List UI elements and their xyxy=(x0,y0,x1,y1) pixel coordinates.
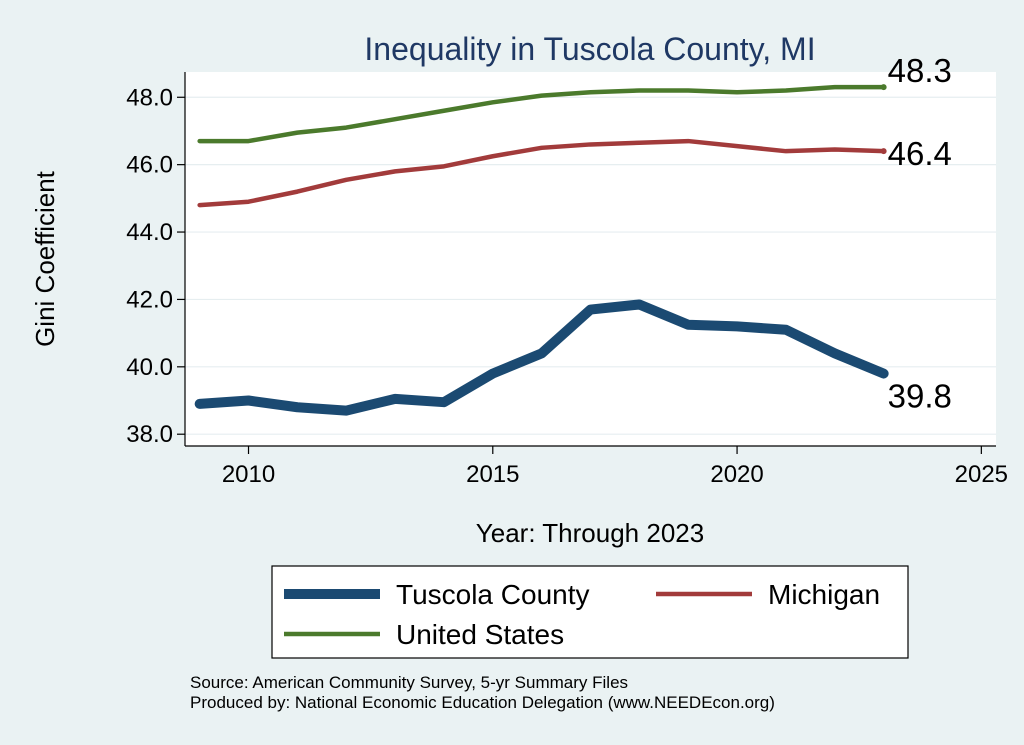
series-line-michigan xyxy=(197,138,886,208)
end-value-label: 48.3 xyxy=(888,52,952,89)
y-tick-label: 44.0 xyxy=(126,219,173,246)
y-tick-label: 42.0 xyxy=(126,286,173,313)
x-tick-label: 2025 xyxy=(955,461,1008,488)
x-tick-label: 2015 xyxy=(466,461,519,488)
legend-box xyxy=(271,565,909,659)
axes xyxy=(184,72,996,447)
plot-area xyxy=(185,72,996,446)
legend-label: United States xyxy=(396,619,564,650)
y-tick-label: 40.0 xyxy=(126,354,173,381)
series-end-point xyxy=(880,148,887,155)
legend-label: Tuscola County xyxy=(396,579,590,610)
producer-note: Produced by: National Economic Education… xyxy=(190,693,775,712)
legend: Tuscola County Michigan United States xyxy=(271,565,909,659)
end-value-label: 39.8 xyxy=(888,378,952,415)
ticks: 38.0 40.0 42.0 44.0 46.0 48.0 2010 2015 2020 2025 xyxy=(126,84,1008,488)
y-axis-title: Gini Coefficient xyxy=(30,170,60,347)
source-note: Source: American Community Survey, 5-yr … xyxy=(190,673,628,692)
x-axis-title: Year: Through 2023 xyxy=(476,518,704,548)
series-end-point xyxy=(880,370,887,377)
end-labels: 39.8 46.4 48.3 xyxy=(888,52,952,414)
x-tick-label: 2020 xyxy=(710,461,763,488)
x-tick-label: 2010 xyxy=(222,461,275,488)
series-line-united-states xyxy=(197,84,886,144)
gridlines xyxy=(185,96,996,435)
series-line-tuscola-county xyxy=(194,299,889,416)
y-tick-label: 38.0 xyxy=(126,421,173,448)
chart-title: Inequality in Tuscola County, MI xyxy=(364,31,815,67)
y-tick-label: 46.0 xyxy=(126,152,173,179)
y-tick-label: 48.0 xyxy=(126,84,173,111)
end-value-label: 46.4 xyxy=(888,135,952,172)
series xyxy=(194,84,889,416)
legend-label: Michigan xyxy=(768,579,880,610)
series-end-point xyxy=(880,84,887,91)
